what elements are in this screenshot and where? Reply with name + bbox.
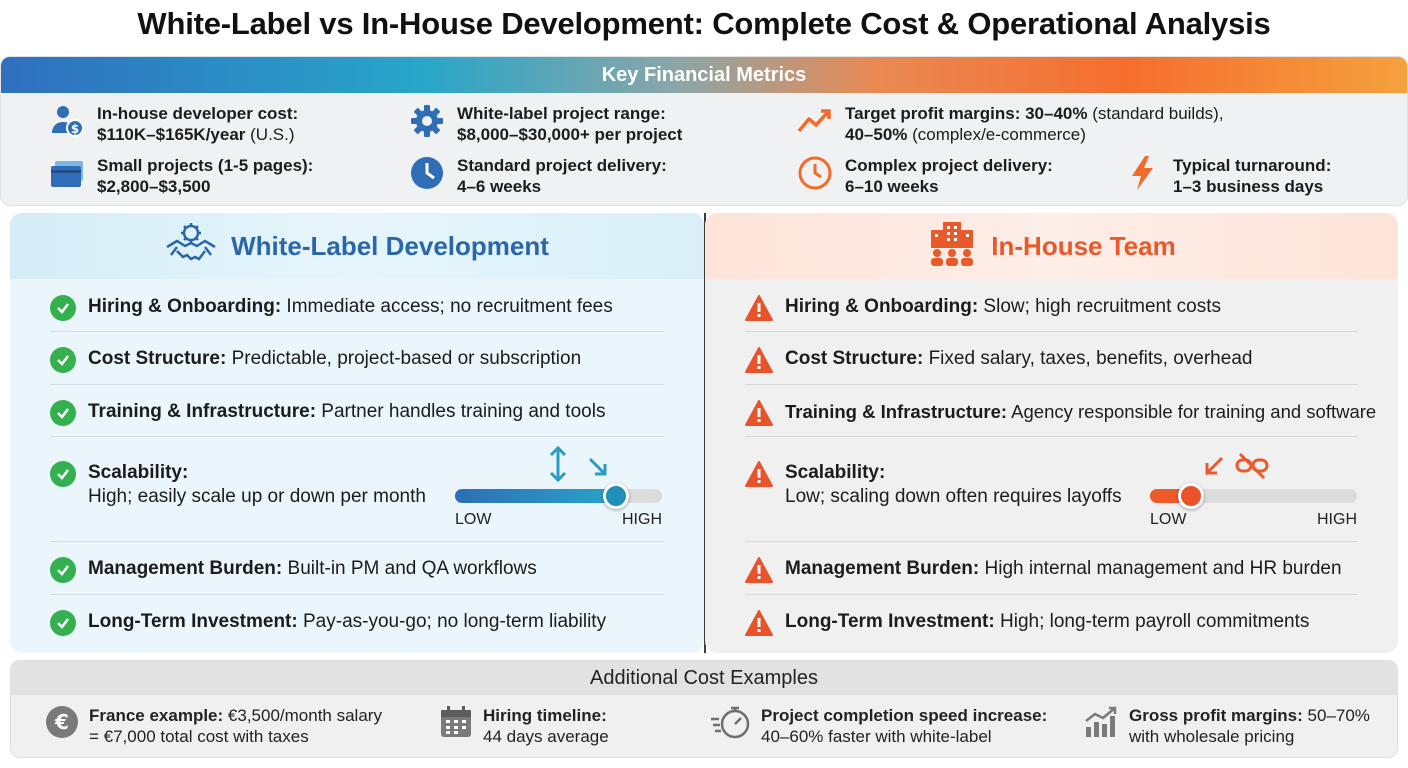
slider-low-label: LOW [1150,511,1187,528]
calendar-icon [439,705,473,747]
metric-whitelabel-range: White-label project range: $8,000–$30,00… [409,103,682,145]
user-dollar-icon: $ [49,103,85,139]
cost-example-france: € France example: €3,500/month salary = €… [45,705,382,747]
wl-row-training: Training & Infrastructure: Partner handl… [50,400,664,426]
bar-growth-icon [1083,705,1119,747]
trend-up-icon [797,103,833,139]
svg-text:€: € [54,710,69,734]
cost-example-speed: Project completion speed increase: 40–60%… [709,705,1047,747]
arrow-down-left-icon [1203,455,1225,482]
warning-icon [745,400,773,426]
ih-row-cost: Cost Structure: Fixed salary, taxes, ben… [745,347,1358,373]
ih-row-management: Management Burden: High internal managem… [745,557,1358,583]
ih-row-training: Training & Infrastructure: Agency respon… [745,400,1388,426]
metric-standard-delivery: Standard project delivery: 4–6 weeks [409,155,667,197]
broken-link-icon [1235,451,1269,486]
slider-knob [603,483,629,509]
warning-icon [745,295,773,321]
additional-costs-header: Additional Cost Examples [11,661,1397,695]
check-icon [50,295,76,321]
vertical-arrows-icon [546,445,570,488]
wl-row-management: Management Burden: Built-in PM and QA wo… [50,557,664,583]
slider-low-label: LOW [455,511,492,528]
handshake-gear-icon [165,221,217,272]
clock-icon [409,155,445,191]
slider-knob [1178,483,1204,509]
key-metrics-panel: Key Financial Metrics $ In-house develop… [0,56,1408,206]
metric-turnaround: Typical turnaround: 1–3 business days [1125,155,1331,197]
office-team-icon [927,220,977,273]
additional-costs-panel: Additional Cost Examples € France exampl… [10,660,1398,758]
metric-small-projects: Small projects (1-5 pages): $2,800–$3,50… [49,155,313,197]
in-house-header: In-House Team [705,213,1398,279]
gear-icon [409,103,445,139]
wl-row-hiring: Hiring & Onboarding: Immediate access; n… [50,295,664,321]
warning-icon [745,347,773,373]
cards-icon [49,155,85,191]
clock-outline-icon [797,155,833,191]
metric-complex-delivery: Complex project delivery: 6–10 weeks [797,155,1053,197]
scalability-slider-white-label [455,483,662,509]
cost-example-margins: Gross profit margins: 50–70% with wholesa… [1083,705,1370,747]
metric-profit-margins: Target profit margins: 30–40% (standard … [797,103,1224,145]
arrow-down-right-icon [586,455,610,484]
check-icon [50,400,76,426]
check-icon [50,557,76,583]
ih-row-longterm: Long-Term Investment: High; long-term pa… [745,610,1358,636]
ih-row-hiring: Hiring & Onboarding: Slow; high recruitm… [745,295,1358,321]
slider-high-label: HIGH [622,511,662,528]
metrics-header: Key Financial Metrics [1,57,1407,93]
wl-row-scalability: Scalability: High; easily scale up or dow… [50,461,664,509]
white-label-panel: White-Label Development Hiring & Onboard… [10,213,704,653]
ih-row-scalability: Scalability: Low; scaling down often requ… [745,461,1358,509]
page-title: White-Label vs In-House Development: Com… [137,6,1271,41]
check-icon [50,347,76,373]
in-house-panel: In-House Team Hiring & Onboarding: Slow;… [705,213,1398,653]
metric-inhouse-cost: $ In-house developer cost: $110K–$165K/y… [49,103,298,145]
wl-row-cost: Cost Structure: Predictable, project-bas… [50,347,664,373]
stopwatch-icon [709,705,751,747]
check-icon [50,610,76,636]
white-label-header: White-Label Development [10,213,704,279]
slider-fill [455,489,616,503]
euro-icon: € [45,705,79,747]
cost-example-hiring: Hiring timeline: 44 days average [439,705,609,747]
slider-high-label: HIGH [1317,511,1357,528]
warning-icon [745,557,773,583]
svg-text:$: $ [71,122,79,136]
lightning-icon [1125,155,1161,191]
scalability-slider-in-house [1150,483,1357,509]
warning-icon [745,610,773,636]
check-icon [50,461,76,487]
warning-icon [745,461,773,487]
wl-row-longterm: Long-Term Investment: Pay-as-you-go; no … [50,610,664,636]
